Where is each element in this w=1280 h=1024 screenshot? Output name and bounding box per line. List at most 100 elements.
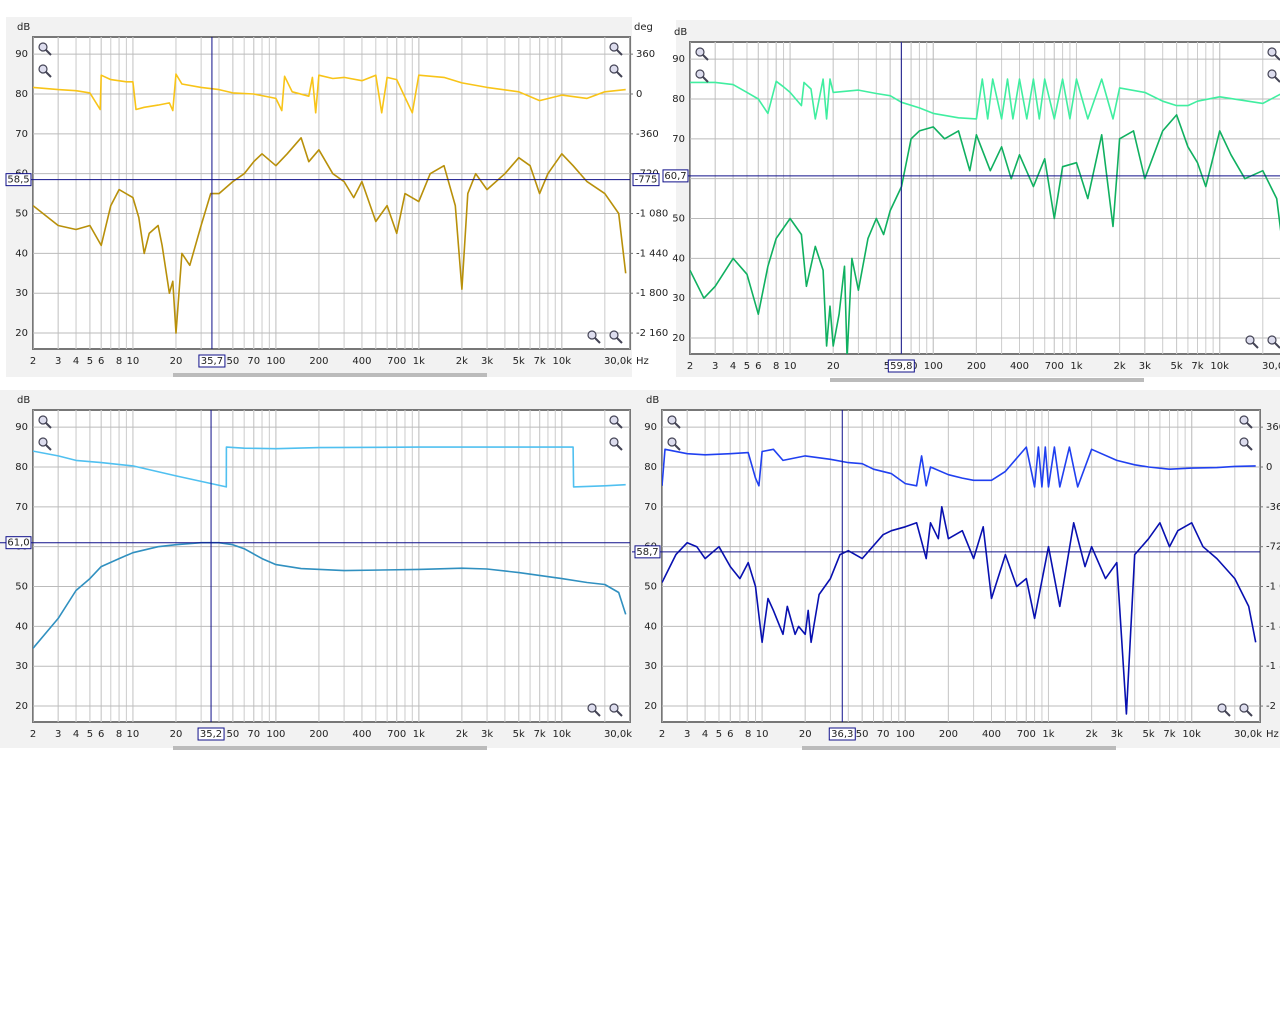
x-tick-label: 3	[684, 729, 690, 740]
x-tick-label: 10k	[1210, 361, 1229, 372]
zoom-handle[interactable]	[1274, 54, 1280, 61]
zoom-icon[interactable]	[609, 330, 623, 344]
zoom-icon[interactable]	[1267, 335, 1280, 349]
zoom-handle[interactable]	[702, 76, 709, 83]
zoom-icon[interactable]	[1217, 703, 1231, 717]
x-tick-label: 3k	[481, 729, 493, 740]
zoom-lens[interactable]	[38, 415, 48, 425]
zoom-handle[interactable]	[1224, 710, 1231, 717]
zoom-handle[interactable]	[674, 444, 681, 451]
zoom-handle[interactable]	[1274, 342, 1280, 349]
zoom-handle[interactable]	[594, 710, 601, 717]
zoom-lens[interactable]	[38, 64, 48, 74]
zoom-lens[interactable]	[1239, 415, 1249, 425]
x-tick-label: 2k	[1114, 361, 1126, 372]
zoom-handle[interactable]	[702, 54, 709, 61]
zoom-icon[interactable]	[1245, 335, 1259, 349]
zoom-lens[interactable]	[1217, 703, 1227, 713]
spl-line	[662, 506, 1257, 715]
zoom-icon[interactable]	[609, 415, 623, 429]
zoom-icon[interactable]	[1239, 415, 1253, 429]
zoom-handle[interactable]	[1246, 710, 1253, 717]
zoom-handle[interactable]	[1246, 444, 1253, 451]
y-tick-label: 20	[672, 333, 685, 344]
zoom-lens[interactable]	[587, 703, 597, 713]
zoom-handle[interactable]	[616, 49, 623, 56]
zoom-lens[interactable]	[1267, 69, 1277, 79]
zoom-lens[interactable]	[609, 703, 619, 713]
zoom-handle[interactable]	[45, 444, 52, 451]
zoom-handle[interactable]	[616, 710, 623, 717]
zoom-lens[interactable]	[695, 47, 705, 57]
zoom-lens[interactable]	[38, 437, 48, 447]
x-tick-label: 70	[247, 356, 260, 367]
zoom-icon[interactable]	[609, 64, 623, 78]
zoom-handle[interactable]	[616, 444, 623, 451]
zoom-handle[interactable]	[1252, 342, 1259, 349]
zoom-lens[interactable]	[609, 330, 619, 340]
cursor-y-label: 58,5	[7, 175, 29, 186]
zoom-lens[interactable]	[1267, 335, 1277, 345]
x-tick-label: 5	[87, 356, 93, 367]
zoom-icon[interactable]	[695, 69, 709, 83]
zoom-handle[interactable]	[616, 71, 623, 78]
zoom-handle[interactable]	[616, 422, 623, 429]
zoom-icon[interactable]	[38, 415, 52, 429]
x-tick-label: 10k	[1182, 729, 1201, 740]
zoom-handle[interactable]	[45, 422, 52, 429]
zoom-lens[interactable]	[609, 415, 619, 425]
zoom-icon[interactable]	[38, 437, 52, 451]
scrollbar[interactable]	[802, 746, 1116, 750]
scrollbar[interactable]	[173, 746, 487, 750]
zoom-icon[interactable]	[587, 330, 601, 344]
spl-line	[690, 114, 1280, 354]
zoom-icon[interactable]	[667, 415, 681, 429]
zoom-lens[interactable]	[38, 42, 48, 52]
zoom-handle[interactable]	[45, 71, 52, 78]
plot-area	[32, 409, 631, 723]
zoom-handle[interactable]	[616, 337, 623, 344]
zoom-icon[interactable]	[609, 437, 623, 451]
zoom-icon[interactable]	[695, 47, 709, 61]
x-tick-label: 20	[170, 729, 183, 740]
x-tick-label: 30,0k	[1234, 729, 1262, 740]
zoom-handle[interactable]	[1274, 76, 1280, 83]
x-tick-label: 5k	[1170, 361, 1182, 372]
x-tick-label: 100	[924, 361, 943, 372]
zoom-handle[interactable]	[594, 337, 601, 344]
zoom-icon[interactable]	[667, 437, 681, 451]
zoom-lens[interactable]	[1239, 703, 1249, 713]
zoom-icon[interactable]	[609, 703, 623, 717]
zoom-lens[interactable]	[667, 415, 677, 425]
scrollbar[interactable]	[173, 373, 487, 377]
zoom-lens[interactable]	[667, 437, 677, 447]
zoom-lens[interactable]	[1267, 47, 1277, 57]
x-tick-label: 2k	[456, 356, 468, 367]
y2-tick-label: -2 160	[636, 328, 668, 339]
x-tick-label: 3k	[481, 356, 493, 367]
zoom-icon[interactable]	[1239, 437, 1253, 451]
zoom-handle[interactable]	[1246, 422, 1253, 429]
zoom-icon[interactable]	[1239, 703, 1253, 717]
zoom-lens[interactable]	[609, 42, 619, 52]
zoom-lens[interactable]	[695, 69, 705, 79]
zoom-icon[interactable]	[587, 703, 601, 717]
zoom-icon[interactable]	[1267, 69, 1280, 83]
x-tick-label: 10	[127, 356, 140, 367]
zoom-handle[interactable]	[674, 422, 681, 429]
cursor-y-label: 60,7	[664, 171, 686, 182]
zoom-icon[interactable]	[609, 42, 623, 56]
scrollbar[interactable]	[830, 378, 1144, 382]
zoom-lens[interactable]	[609, 437, 619, 447]
zoom-icon[interactable]	[38, 64, 52, 78]
zoom-lens[interactable]	[1239, 437, 1249, 447]
zoom-icon[interactable]	[38, 42, 52, 56]
zoom-lens[interactable]	[587, 330, 597, 340]
x-tick-label: 700	[387, 356, 406, 367]
zoom-lens[interactable]	[1245, 335, 1255, 345]
zoom-icon[interactable]	[1267, 47, 1280, 61]
zoom-lens[interactable]	[609, 64, 619, 74]
x-tick-label: 3k	[1139, 361, 1151, 372]
zoom-handle[interactable]	[45, 49, 52, 56]
